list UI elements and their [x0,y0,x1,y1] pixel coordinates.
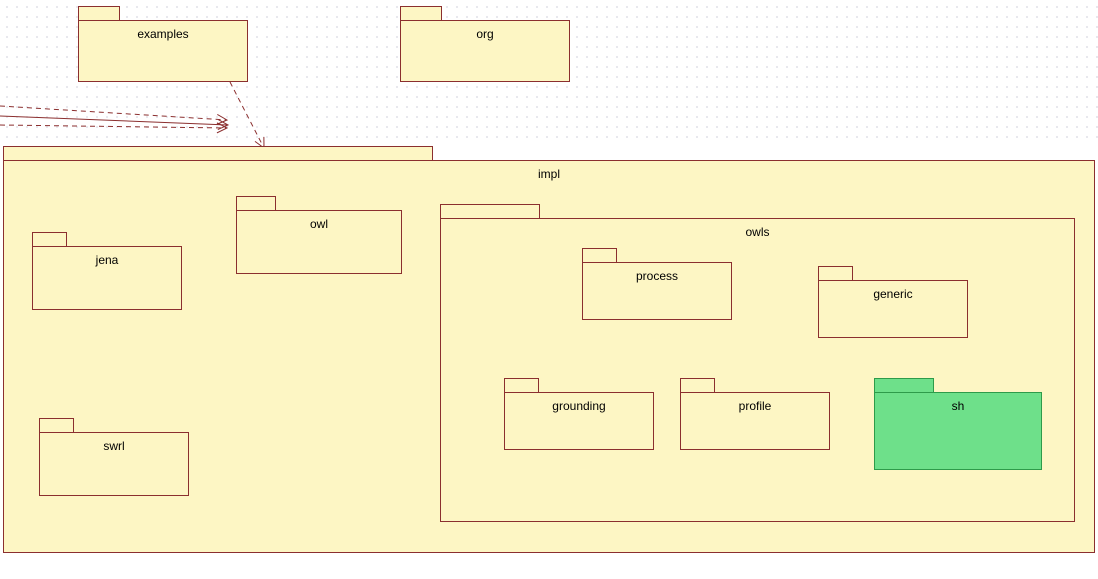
package-label: jena [96,247,119,267]
package-body: swrl [39,432,189,496]
package-tab [39,418,74,432]
package-label: owls [745,219,769,239]
package-label: impl [538,161,560,181]
package-label: org [476,21,493,41]
package-body: examples [78,20,248,82]
package-label: process [636,263,678,283]
package-tab [440,204,540,218]
package-label: swrl [103,433,124,453]
package-tab [504,378,539,392]
package-jena[interactable]: jena [32,232,182,310]
package-label: profile [739,393,772,413]
package-generic[interactable]: generic [818,266,968,338]
package-label: examples [137,21,188,41]
package-sh[interactable]: sh [874,378,1042,470]
package-tab [32,232,67,246]
package-owl[interactable]: owl [236,196,402,274]
package-label: grounding [552,393,605,413]
package-label: sh [952,393,965,413]
package-body: owl [236,210,402,274]
package-swrl[interactable]: swrl [39,418,189,496]
package-grounding[interactable]: grounding [504,378,654,450]
package-tab [236,196,276,210]
package-profile[interactable]: profile [680,378,830,450]
package-body: profile [680,392,830,450]
package-body: org [400,20,570,82]
package-label: generic [873,281,912,301]
package-tab [818,266,853,280]
package-process[interactable]: process [582,248,732,320]
package-body: sh [874,392,1042,470]
package-tab [78,6,120,20]
package-tab [3,146,433,160]
package-body: owls [440,218,1075,522]
package-tab [874,378,934,392]
package-tab [400,6,442,20]
package-org[interactable]: org [400,6,570,82]
package-body: generic [818,280,968,338]
package-body: grounding [504,392,654,450]
package-label: owl [310,211,328,231]
package-body: jena [32,246,182,310]
package-tab [582,248,617,262]
package-examples[interactable]: examples [78,6,248,82]
package-body: process [582,262,732,320]
package-tab [680,378,715,392]
package-owls[interactable]: owls [440,204,1075,522]
